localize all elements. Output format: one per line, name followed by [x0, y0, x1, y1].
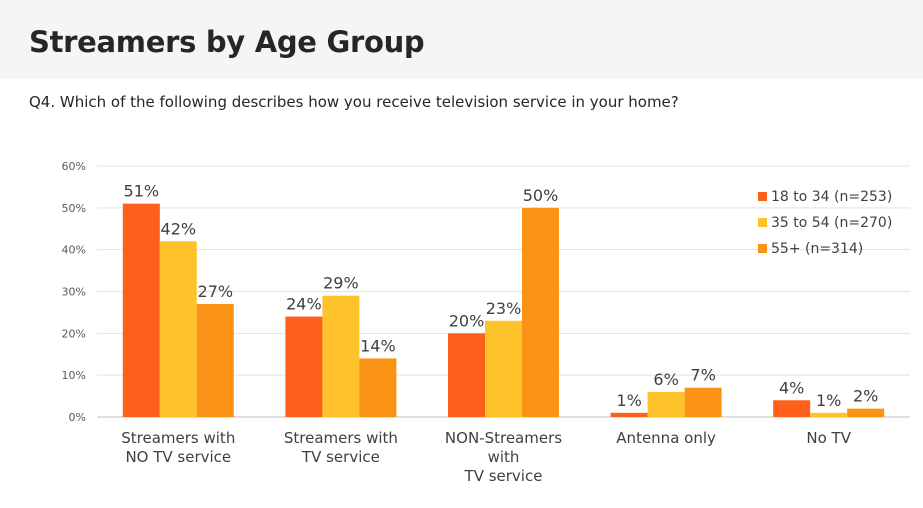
- y-tick-label: 30%: [62, 286, 86, 299]
- bars: [122, 203, 885, 417]
- y-axis-ticks: 0% 10% 20% 30% 40% 50% 60%: [62, 160, 86, 424]
- bar: [285, 316, 323, 417]
- bar: [485, 320, 522, 417]
- data-label: 51%: [124, 182, 160, 201]
- data-labels: 51%42% 27% 24%29% 14% 20%23% 50% 1% 6% 7% 4% 1% 2%: [124, 182, 879, 410]
- data-label: 50%: [523, 186, 559, 205]
- y-tick-label: 40%: [62, 244, 86, 257]
- legend-label: 18 to 34 (n=253): [771, 189, 892, 205]
- y-tick-label: 50%: [62, 202, 86, 215]
- bar: [359, 358, 397, 417]
- category-label: NON-Streamers with TV service: [445, 429, 562, 485]
- category-label: Antenna only: [616, 429, 716, 447]
- bar: [322, 295, 360, 417]
- bar: [522, 207, 559, 417]
- y-tick-label: 10%: [62, 369, 86, 382]
- legend-swatch: [758, 218, 767, 227]
- bar: [810, 412, 848, 417]
- bar: [122, 203, 160, 417]
- legend-label: 55+ (n=314): [771, 241, 863, 257]
- data-label: 1%: [616, 391, 641, 410]
- bar: [684, 387, 722, 417]
- data-label: 20%: [449, 311, 485, 330]
- data-label: 4%: [779, 378, 804, 397]
- data-label: 42%: [161, 219, 197, 238]
- bar: [610, 412, 648, 417]
- data-label: 27%: [198, 282, 234, 301]
- legend: 18 to 34 (n=253) 35 to 54 (n=270) 55+ (n=3…: [758, 189, 892, 257]
- survey-question: Q4. Which of the following describes how…: [29, 93, 679, 111]
- category-label: No TV: [806, 429, 851, 447]
- y-tick-label: 20%: [62, 327, 86, 340]
- y-tick-label: 0%: [69, 411, 86, 424]
- data-label: 1%: [816, 391, 841, 410]
- data-label: 23%: [486, 299, 522, 318]
- bar: [448, 333, 485, 417]
- legend-swatch: [758, 244, 767, 253]
- bar: [847, 408, 885, 417]
- bar: [196, 304, 234, 417]
- data-label: 6%: [653, 370, 678, 389]
- y-tick-label: 60%: [62, 160, 86, 173]
- data-label: 2%: [853, 387, 878, 406]
- bar: [647, 391, 685, 417]
- category-label: Streamers with NO TV service: [121, 429, 235, 466]
- title-band: [0, 0, 923, 79]
- bar: [159, 241, 197, 417]
- data-label: 24%: [286, 295, 322, 314]
- legend-swatch: [758, 192, 767, 201]
- page-title: Streamers by Age Group: [29, 25, 425, 59]
- data-label: 29%: [323, 274, 359, 293]
- bar: [773, 400, 811, 417]
- legend-label: 35 to 54 (n=270): [771, 215, 892, 231]
- category-labels: Streamers with NO TV service Streamers wit…: [121, 429, 851, 485]
- category-label: Streamers with TV service: [284, 429, 398, 466]
- data-label: 14%: [360, 336, 396, 355]
- data-label: 7%: [690, 366, 715, 385]
